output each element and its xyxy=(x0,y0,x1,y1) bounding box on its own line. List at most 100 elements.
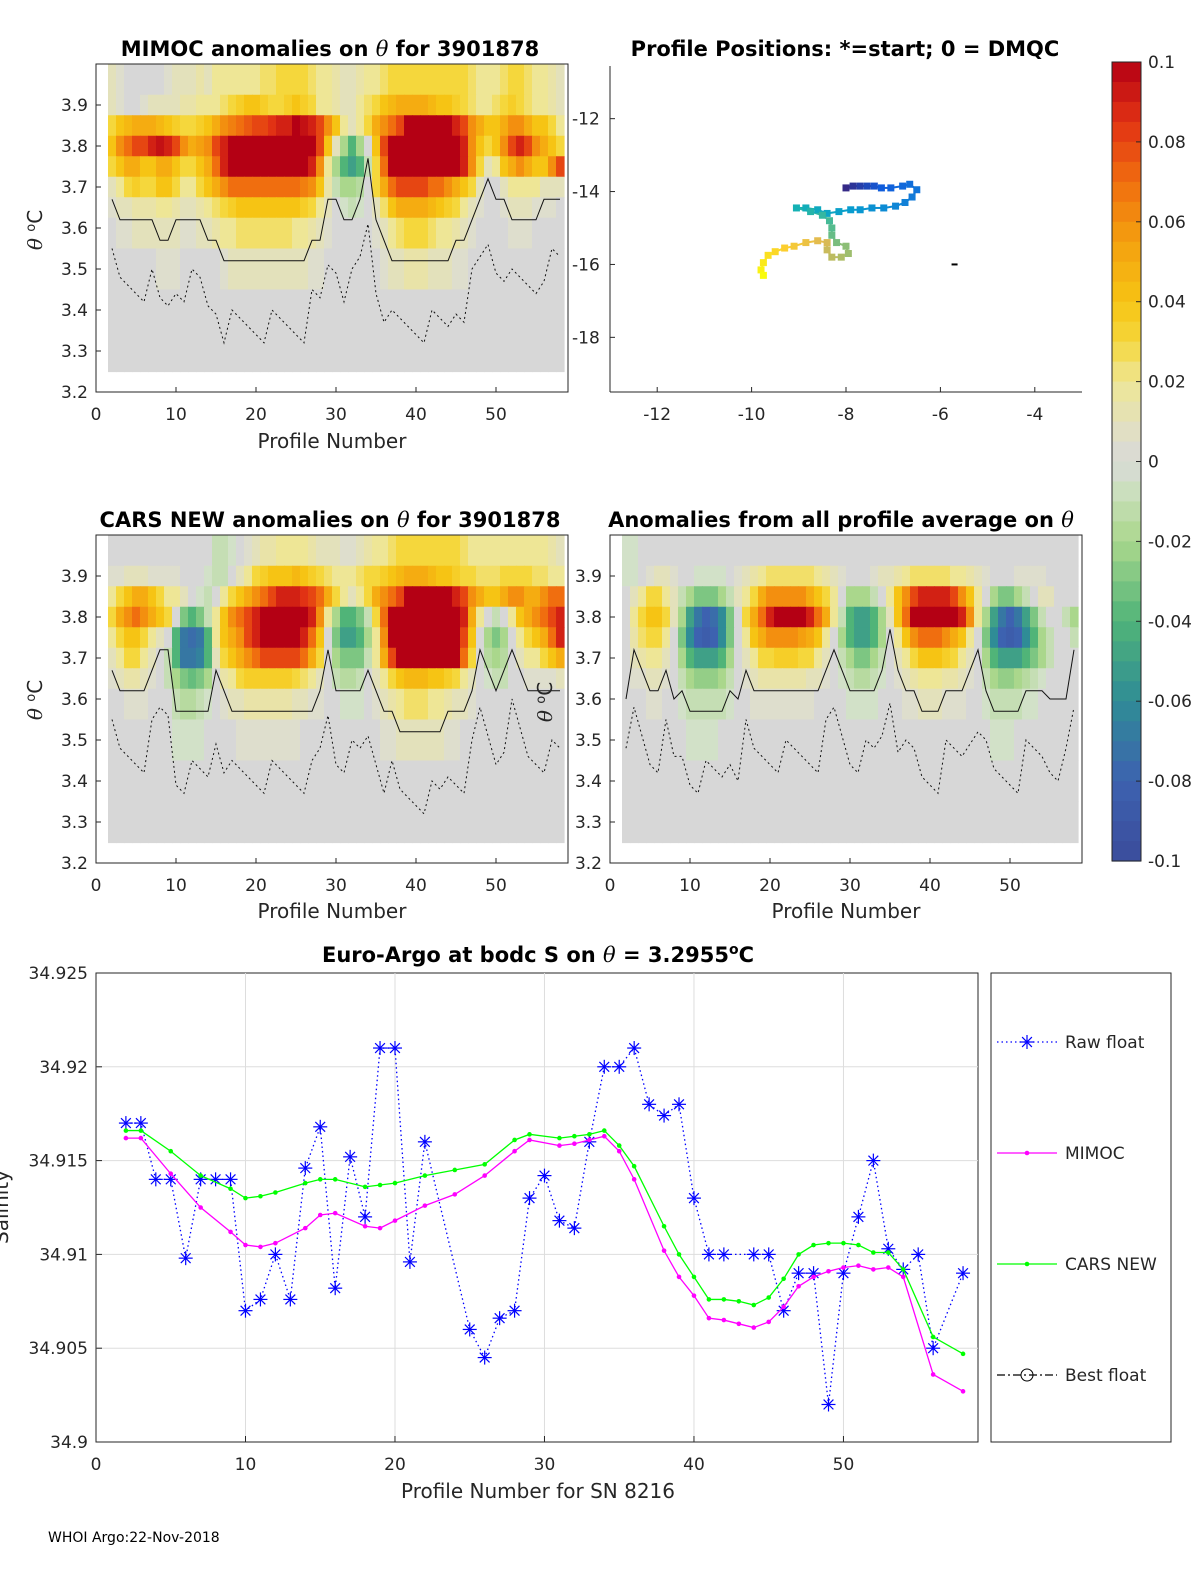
heatmap-cell xyxy=(524,647,533,669)
heatmap-cell xyxy=(324,801,333,844)
position-point xyxy=(899,182,907,190)
heatmap-cell xyxy=(854,801,863,844)
heatmap-cell xyxy=(638,586,647,608)
heatmap-cell xyxy=(500,135,509,157)
heatmap-cell xyxy=(926,535,935,567)
heatmap-cell xyxy=(148,248,157,291)
heatmap-cell xyxy=(356,586,365,608)
position-point xyxy=(792,204,800,212)
heatmap-cell xyxy=(902,586,911,608)
heatmap-cell xyxy=(556,248,565,291)
heatmap-cell xyxy=(364,801,373,844)
heatmap-cell xyxy=(268,627,277,649)
position-point xyxy=(870,182,878,190)
heatmap-cell xyxy=(766,801,775,844)
heatmap-cell xyxy=(966,668,975,690)
heatmap-cell xyxy=(774,565,783,587)
heatmap-cell xyxy=(750,760,759,803)
heatmap-cell xyxy=(918,719,927,762)
heatmap-cell xyxy=(686,647,695,669)
heatmap-cell xyxy=(476,606,485,628)
heatmap-cell xyxy=(372,197,381,219)
heatmap-cell xyxy=(556,330,565,373)
heatmap-cell xyxy=(894,801,903,844)
heatmap-cell xyxy=(196,135,205,157)
heatmap-cell xyxy=(524,719,533,762)
heatmap-cell xyxy=(124,801,133,844)
position-point xyxy=(757,266,765,274)
heatmap-cell xyxy=(934,668,943,690)
heatmap-cell xyxy=(260,627,269,649)
colorbar-tick-label: 0.1 xyxy=(1148,53,1175,73)
heatmap-cell xyxy=(380,94,389,116)
raw-float-marker xyxy=(344,1151,356,1163)
heatmap-cell xyxy=(404,606,413,628)
heatmap-cell xyxy=(910,606,919,628)
heatmap-cell xyxy=(838,688,847,721)
heatmap-cell xyxy=(236,135,245,157)
heatmap-cell xyxy=(364,248,373,291)
heatmap-cell xyxy=(308,535,317,567)
heatmap-cell xyxy=(332,217,341,250)
heatmap-cell xyxy=(670,719,679,762)
heatmap-cell xyxy=(212,565,221,587)
heatmap-cell xyxy=(662,688,671,721)
heatmap-cell xyxy=(380,217,389,250)
heatmap-cell xyxy=(388,688,397,721)
heatmap-cell xyxy=(452,135,461,157)
heatmap-cell xyxy=(508,586,517,608)
heatmap-cell xyxy=(156,606,165,628)
heatmap-cell xyxy=(188,760,197,803)
heatmap-cell xyxy=(348,647,357,669)
heatmap-cell xyxy=(436,647,445,669)
series-point xyxy=(168,1171,174,1177)
heatmap-cell xyxy=(846,647,855,669)
heatmap-cell xyxy=(910,627,919,649)
heatmap-cell xyxy=(974,647,983,669)
heatmap-cell xyxy=(532,719,541,762)
heatmap-cell xyxy=(508,688,517,721)
heatmap-cell xyxy=(500,586,509,608)
heatmap-cell xyxy=(630,586,639,608)
heatmap-cell xyxy=(654,801,663,844)
heatmap-cell xyxy=(164,668,173,690)
heatmap-cell xyxy=(428,115,437,137)
y-tick-label: 3.7 xyxy=(61,178,88,198)
colorbar-swatch xyxy=(1112,781,1141,802)
heatmap-cell xyxy=(926,565,935,587)
heatmap-cell xyxy=(180,176,189,198)
heatmap-cell xyxy=(1062,586,1071,608)
heatmap-cell xyxy=(244,647,253,669)
heatmap-cell xyxy=(148,115,157,137)
heatmap-cell xyxy=(396,135,405,157)
heatmap-cell xyxy=(412,197,421,219)
mimoc-axes: 0 10 20 30 40 503.23.33.43.53.63.73.83.9 xyxy=(61,96,507,425)
heatmap-cell xyxy=(332,801,341,844)
heatmap-cell xyxy=(524,248,533,291)
heatmap-cell xyxy=(412,289,421,332)
heatmap-cell xyxy=(412,647,421,669)
x-tick-label: 40 xyxy=(405,876,427,896)
heatmap-cell xyxy=(396,565,405,587)
heatmap-cell xyxy=(252,535,261,567)
series-point xyxy=(362,1184,368,1190)
heatmap-cell xyxy=(468,688,477,721)
heatmap-cell xyxy=(340,565,349,587)
heatmap-cell xyxy=(1022,535,1031,567)
raw-float-marker xyxy=(688,1192,700,1204)
heatmap-cell xyxy=(372,668,381,690)
heatmap-cell xyxy=(942,606,951,628)
heatmap-cell xyxy=(468,217,477,250)
series-point xyxy=(422,1173,428,1178)
heatmap-cell xyxy=(180,135,189,157)
series-point xyxy=(332,1177,338,1182)
heatmap-cell xyxy=(710,668,719,690)
avg-heatmap xyxy=(622,535,1079,844)
heatmap-cell xyxy=(646,606,655,628)
heatmap-cell xyxy=(958,801,967,844)
heatmap-cell xyxy=(814,627,823,649)
x-tick-label: 40 xyxy=(919,876,941,896)
heatmap-cell xyxy=(116,535,125,567)
heatmap-cell xyxy=(814,719,823,762)
heatmap-cell xyxy=(1006,719,1015,762)
